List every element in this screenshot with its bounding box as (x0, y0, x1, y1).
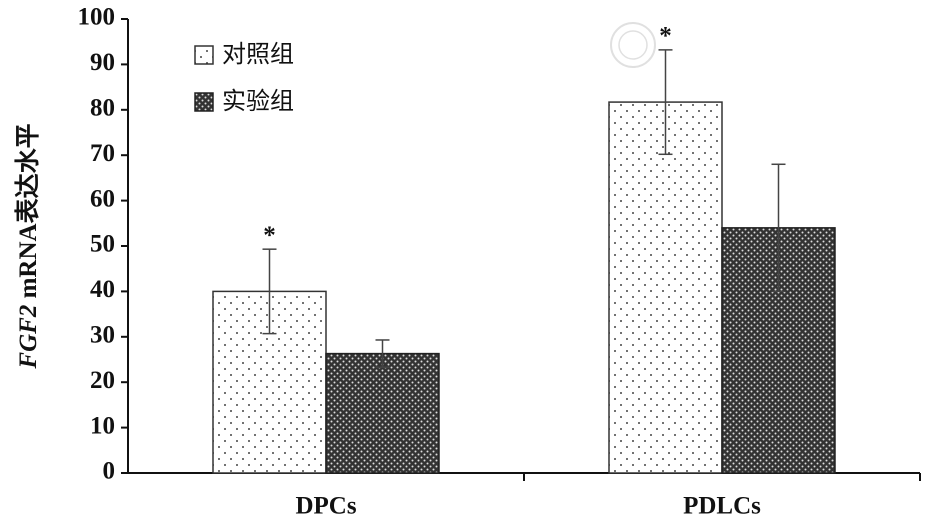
y-tick-label: 90 (90, 49, 115, 76)
y-tick-label: 70 (90, 140, 115, 167)
y-tick-label: 60 (90, 185, 115, 212)
legend-label: 实验组 (222, 87, 294, 115)
y-tick-label: 100 (78, 4, 116, 31)
bar (608, 101, 723, 474)
y-tick-label: 30 (90, 322, 115, 349)
legend-label: 对照组 (222, 40, 294, 68)
legend-swatch (194, 45, 214, 65)
y-axis-label: FGF2 mRNA表达水平 (14, 123, 42, 369)
significance-mark: * (659, 23, 672, 50)
legend-swatch (194, 92, 214, 112)
watermark-logo (610, 22, 656, 68)
y-tick-label: 80 (90, 95, 115, 122)
x-tick-label: DPCs (295, 493, 356, 520)
y-tick-label: 20 (90, 367, 115, 394)
y-tick-label: 40 (90, 276, 115, 303)
y-tick-label: 0 (103, 458, 116, 485)
y-tick-label: 10 (90, 412, 115, 439)
significance-mark: * (263, 222, 276, 249)
x-tick-label: PDLCs (683, 493, 761, 520)
bar (325, 352, 440, 474)
y-tick-label: 50 (90, 231, 115, 258)
